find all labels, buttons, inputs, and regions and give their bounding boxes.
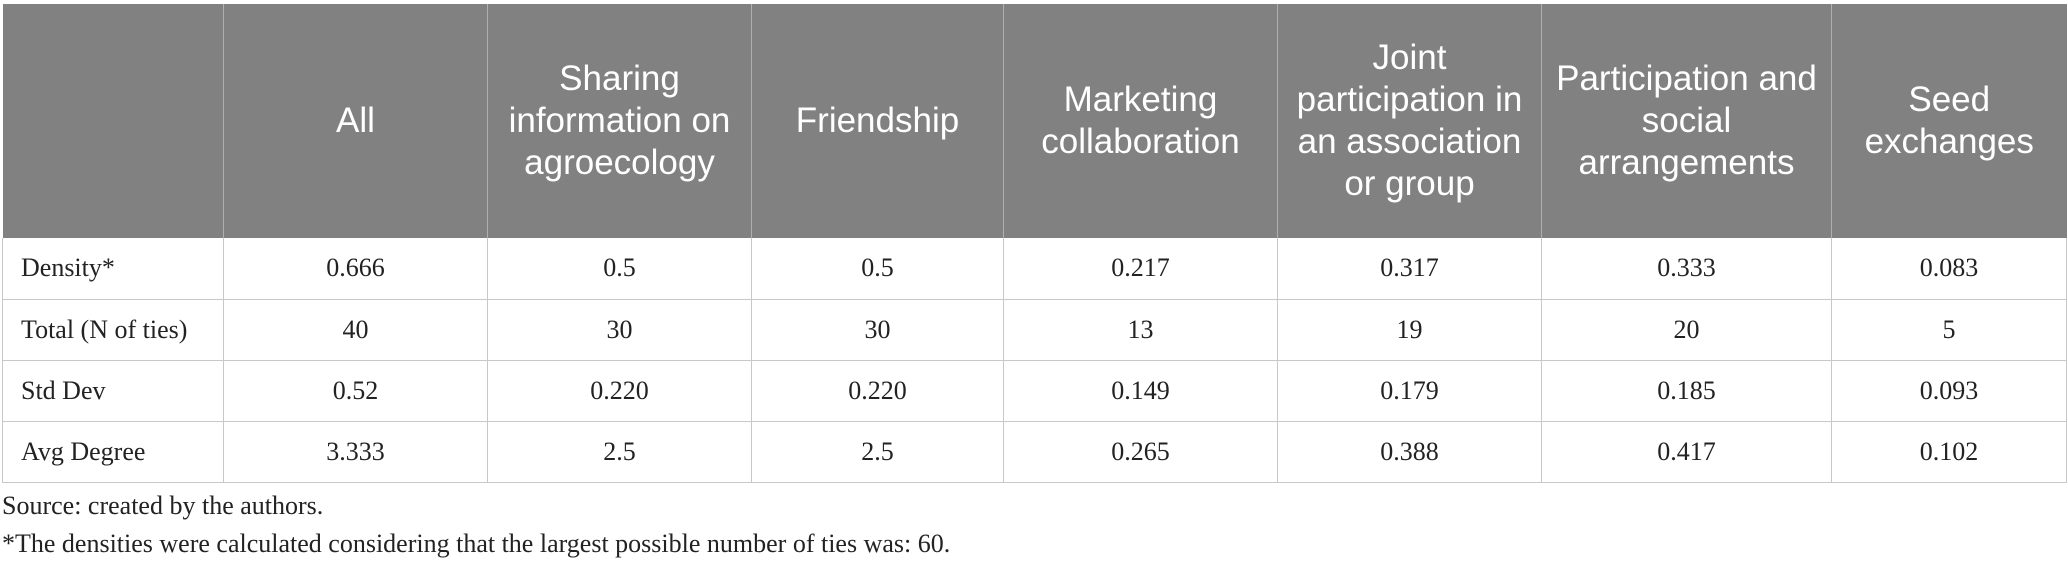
table-cell: 0.083 <box>1831 238 2067 300</box>
header-cell-marketing-collaboration: Marketing collaboration <box>1003 4 1278 238</box>
header-cell-seed-exchanges: Seed exchanges <box>1831 4 2067 238</box>
table-cell: 2.5 <box>751 421 1004 483</box>
header-row: All Sharing information on agroecology F… <box>2 4 2067 238</box>
table-cell: 30 <box>751 299 1004 361</box>
row-label: Avg Degree <box>2 421 224 483</box>
table-cell: 0.52 <box>223 360 488 422</box>
table-row: Std Dev 0.52 0.220 0.220 0.149 0.179 0.1… <box>2 360 2067 422</box>
row-label: Density* <box>2 238 224 300</box>
density-footnote: *The densities were calculated consideri… <box>2 528 951 558</box>
table-cell: 3.333 <box>223 421 488 483</box>
table-cell: 0.265 <box>1003 421 1278 483</box>
table-cell: 30 <box>487 299 752 361</box>
network-density-table: All Sharing information on agroecology F… <box>2 4 2067 483</box>
table-cell: 0.220 <box>751 360 1004 422</box>
table-row: Avg Degree 3.333 2.5 2.5 0.265 0.388 0.4… <box>2 421 2067 483</box>
table-cell: 13 <box>1003 299 1278 361</box>
table-cell: 0.5 <box>487 238 752 300</box>
table-cell: 0.185 <box>1541 360 1832 422</box>
header-cell-joint-participation: Joint participation in an association or… <box>1277 4 1542 238</box>
table-cell: 0.220 <box>487 360 752 422</box>
table-cell: 0.666 <box>223 238 488 300</box>
table-cell: 0.093 <box>1831 360 2067 422</box>
table-notes: Source: created by the authors. *The den… <box>2 489 2066 561</box>
table-container: All Sharing information on agroecology F… <box>2 4 2067 561</box>
table-cell: 0.5 <box>751 238 1004 300</box>
table-cell: 19 <box>1277 299 1542 361</box>
table-cell: 0.102 <box>1831 421 2067 483</box>
row-label: Std Dev <box>2 360 224 422</box>
header-cell-participation-social: Participation and social arrangements <box>1541 4 1832 238</box>
table-cell: 5 <box>1831 299 2067 361</box>
table-cell: 40 <box>223 299 488 361</box>
table-cell: 0.179 <box>1277 360 1542 422</box>
header-cell-friendship: Friendship <box>751 4 1004 238</box>
table-cell: 2.5 <box>487 421 752 483</box>
row-label: Total (N of ties) <box>2 299 224 361</box>
table-cell: 0.149 <box>1003 360 1278 422</box>
header-cell-all: All <box>223 4 488 238</box>
source-note: Source: created by the authors. <box>2 490 324 520</box>
header-cell-blank <box>2 4 224 238</box>
table-cell: 0.388 <box>1277 421 1542 483</box>
table-cell: 0.417 <box>1541 421 1832 483</box>
table-row: Density* 0.666 0.5 0.5 0.217 0.317 0.333… <box>2 238 2067 300</box>
table-cell: 20 <box>1541 299 1832 361</box>
table-row: Total (N of ties) 40 30 30 13 19 20 5 <box>2 299 2067 361</box>
table-cell: 0.217 <box>1003 238 1278 300</box>
table-cell: 0.317 <box>1277 238 1542 300</box>
table-cell: 0.333 <box>1541 238 1832 300</box>
header-cell-sharing-information: Sharing information on agroecology <box>487 4 752 238</box>
